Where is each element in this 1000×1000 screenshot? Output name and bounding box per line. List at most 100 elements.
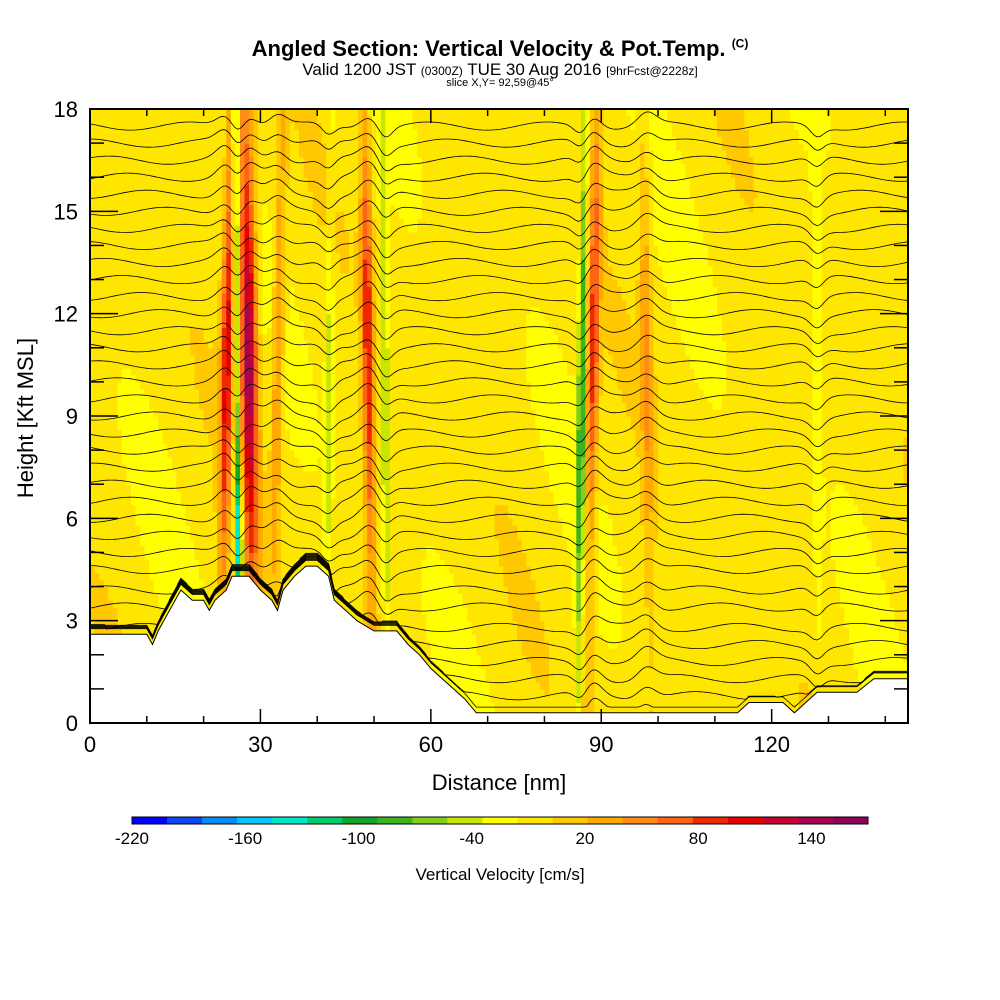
velocity-cell [326, 409, 332, 417]
velocity-cell [326, 136, 332, 144]
velocity-cell [126, 381, 132, 390]
velocity-cell [103, 361, 109, 369]
velocity-cell [321, 115, 327, 124]
velocity-cell [212, 231, 218, 240]
velocity-cell [226, 197, 232, 206]
velocity-cell [121, 395, 127, 403]
velocity-cell [121, 525, 127, 533]
velocity-cell [171, 272, 177, 281]
velocity-cell [135, 334, 141, 342]
velocity-cell [312, 109, 318, 117]
velocity-cell [253, 238, 259, 246]
velocity-cell [108, 197, 114, 206]
velocity-cell [249, 245, 255, 253]
velocity-cell [190, 252, 196, 260]
velocity-cell [94, 456, 100, 465]
velocity-cell [290, 532, 296, 540]
velocity-cell [203, 525, 209, 533]
velocity-cell [258, 409, 264, 417]
velocity-cell [276, 504, 282, 513]
velocity-cell [303, 197, 309, 206]
velocity-cell [230, 381, 236, 390]
velocity-cell [244, 361, 250, 369]
velocity-cell [285, 381, 291, 390]
velocity-cell [121, 184, 127, 192]
velocity-cell [135, 204, 141, 212]
velocity-cell [167, 429, 173, 437]
velocity-cell [144, 238, 150, 246]
velocity-cell [299, 368, 305, 376]
velocity-cell [153, 184, 159, 192]
velocity-cell [112, 122, 118, 130]
velocity-cell [258, 559, 264, 567]
velocity-cell [335, 252, 341, 260]
velocity-cell [167, 416, 173, 424]
velocity-cell [158, 422, 164, 431]
velocity-cell [271, 559, 277, 567]
velocity-cell [221, 204, 227, 212]
velocity-cell [112, 341, 118, 349]
velocity-cell [276, 259, 282, 267]
velocity-cell [112, 238, 118, 246]
velocity-cell [140, 566, 146, 574]
velocity-cell [199, 511, 205, 519]
velocity-cell [308, 225, 314, 233]
velocity-cell [158, 320, 164, 328]
velocity-cell [276, 491, 282, 499]
velocity-cell [285, 552, 291, 560]
velocity-cell [240, 259, 246, 267]
velocity-cell [262, 347, 268, 356]
velocity-cell [103, 265, 109, 274]
velocity-cell [185, 272, 191, 281]
velocity-cell [190, 572, 196, 581]
velocity-cell [112, 225, 118, 233]
velocity-cell [90, 627, 96, 635]
velocity-cell [285, 497, 291, 506]
velocity-cell [230, 368, 236, 376]
velocity-cell [162, 538, 168, 547]
velocity-cell [117, 231, 123, 240]
velocity-cell [276, 218, 282, 226]
velocity-cell [321, 429, 327, 437]
velocity-cell [130, 306, 136, 315]
velocity-cell [135, 375, 141, 383]
velocity-cell [162, 579, 168, 588]
velocity-cell [226, 149, 232, 158]
velocity-cell [312, 327, 318, 335]
velocity-cell [103, 491, 109, 499]
velocity-cell [308, 211, 314, 219]
velocity-cell [321, 279, 327, 287]
velocity-cell [221, 190, 227, 199]
velocity-cell [267, 272, 273, 281]
velocity-cell [94, 129, 100, 137]
velocity-cell [253, 218, 259, 226]
velocity-cell [249, 375, 255, 383]
velocity-cell [176, 354, 182, 362]
velocity-cell [126, 593, 132, 601]
velocity-cell [171, 286, 177, 294]
velocity-cell [321, 443, 327, 451]
velocity-cell [303, 163, 309, 171]
velocity-cell [262, 252, 268, 260]
velocity-cell [240, 245, 246, 253]
velocity-cell [167, 231, 173, 240]
velocity-cell [90, 450, 96, 458]
velocity-cell [294, 238, 300, 246]
velocity-cell [249, 388, 255, 397]
velocity-cell [235, 300, 241, 308]
velocity-cell [135, 109, 141, 117]
velocity-cell [290, 402, 296, 410]
velocity-cell [253, 245, 259, 253]
velocity-cell [176, 450, 182, 458]
velocity-cell [180, 306, 186, 315]
velocity-cell [126, 409, 132, 417]
velocity-cell [321, 375, 327, 383]
velocity-cell [158, 381, 164, 390]
velocity-cell [280, 477, 286, 485]
velocity-cell [90, 559, 96, 567]
velocity-cell [135, 320, 141, 328]
velocity-cell [112, 368, 118, 376]
velocity-cell [140, 279, 146, 287]
velocity-cell [121, 429, 127, 437]
velocity-cell [108, 586, 114, 594]
